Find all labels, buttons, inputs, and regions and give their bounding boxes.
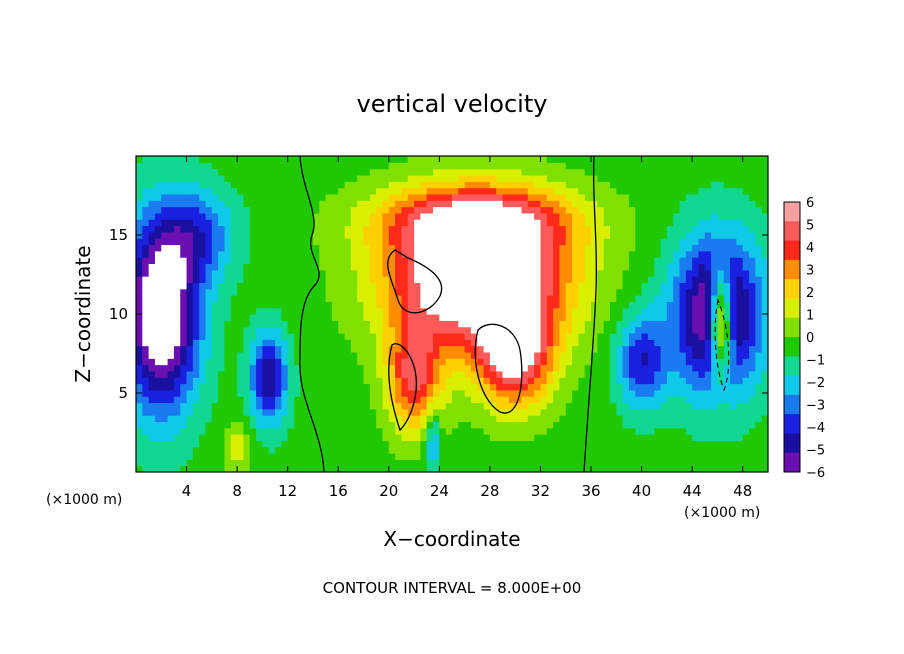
colorbar-swatch — [784, 317, 800, 338]
x-tick-label: 40 — [632, 482, 651, 500]
colorbar-label: −1 — [806, 354, 825, 369]
contour-interval-text: CONTOUR INTERVAL = 8.000E+00 — [323, 579, 582, 597]
contour-line — [299, 156, 325, 472]
colorbar-label: −6 — [806, 466, 825, 481]
colorbar-swatch — [784, 240, 800, 261]
x-axis: 4 8 12 16 20 24 28 32 36 40 44 48 — [182, 156, 752, 500]
colorbar-label: −5 — [806, 444, 825, 459]
colorbar-swatch — [784, 356, 800, 377]
colorbar-swatch — [784, 337, 800, 357]
x-tick-label: 44 — [683, 482, 702, 500]
colorbar-swatch — [784, 221, 800, 242]
x-tick-label: 28 — [480, 482, 499, 500]
colorbar-label: 4 — [806, 241, 814, 256]
contour-lines — [299, 156, 730, 472]
x-tick-label: 48 — [733, 482, 752, 500]
colorbar-swatch — [784, 433, 800, 454]
colorbar-frame — [783, 201, 801, 473]
y-axis-label: Z−coordinate — [71, 245, 95, 382]
x-tick-label: 32 — [531, 482, 550, 500]
plot-area — [136, 156, 768, 472]
x-tick-label: 4 — [182, 482, 192, 500]
colorbar-label: 3 — [806, 264, 814, 279]
x-tick-label: 24 — [430, 482, 449, 500]
contour-line — [387, 249, 443, 314]
x-tick-label: 36 — [581, 482, 600, 500]
chart-title: vertical velocity — [357, 90, 548, 118]
z-unit-label: (×1000 m) — [46, 492, 122, 508]
colorbar-swatch — [784, 259, 800, 280]
colorbar-label: 5 — [806, 219, 814, 234]
colorbar-label: −2 — [806, 376, 825, 391]
y-tick-label: 15 — [109, 226, 128, 244]
colorbar-label: 2 — [806, 286, 814, 301]
colorbar-swatch — [784, 298, 800, 319]
colorbar-swatch — [784, 202, 800, 222]
x-tick-label: 16 — [329, 482, 348, 500]
colorbar-swatch — [784, 394, 800, 415]
y-tick-label: 10 — [109, 305, 128, 323]
contour-line — [474, 323, 523, 414]
colorbar-label: 1 — [806, 309, 814, 324]
contour-line — [388, 343, 417, 432]
colorbar-swatch — [784, 414, 800, 434]
colorbar: 6 5 4 3 2 1 0 −1 −2 −3 −4 −5 −6 — [783, 196, 825, 481]
x-tick-label: 20 — [379, 482, 398, 500]
colorbar-swatch — [784, 375, 800, 396]
x-axis-label: X−coordinate — [383, 527, 520, 551]
colorbar-swatch — [784, 279, 800, 299]
colorbar-swatch — [784, 452, 800, 473]
colorbar-label: −3 — [806, 399, 825, 414]
colorbar-label: 6 — [806, 196, 814, 211]
colorbar-label: −4 — [806, 421, 825, 436]
x-tick-label: 8 — [232, 482, 242, 500]
x-unit-label: (×1000 m) — [684, 505, 760, 521]
contour-line-dashed — [714, 298, 730, 392]
y-tick-label: 5 — [118, 384, 128, 402]
colorbar-label: 0 — [806, 331, 814, 346]
contour-line — [583, 156, 598, 472]
y-axis: 5 10 15 — [109, 226, 768, 402]
x-tick-label: 12 — [278, 482, 297, 500]
